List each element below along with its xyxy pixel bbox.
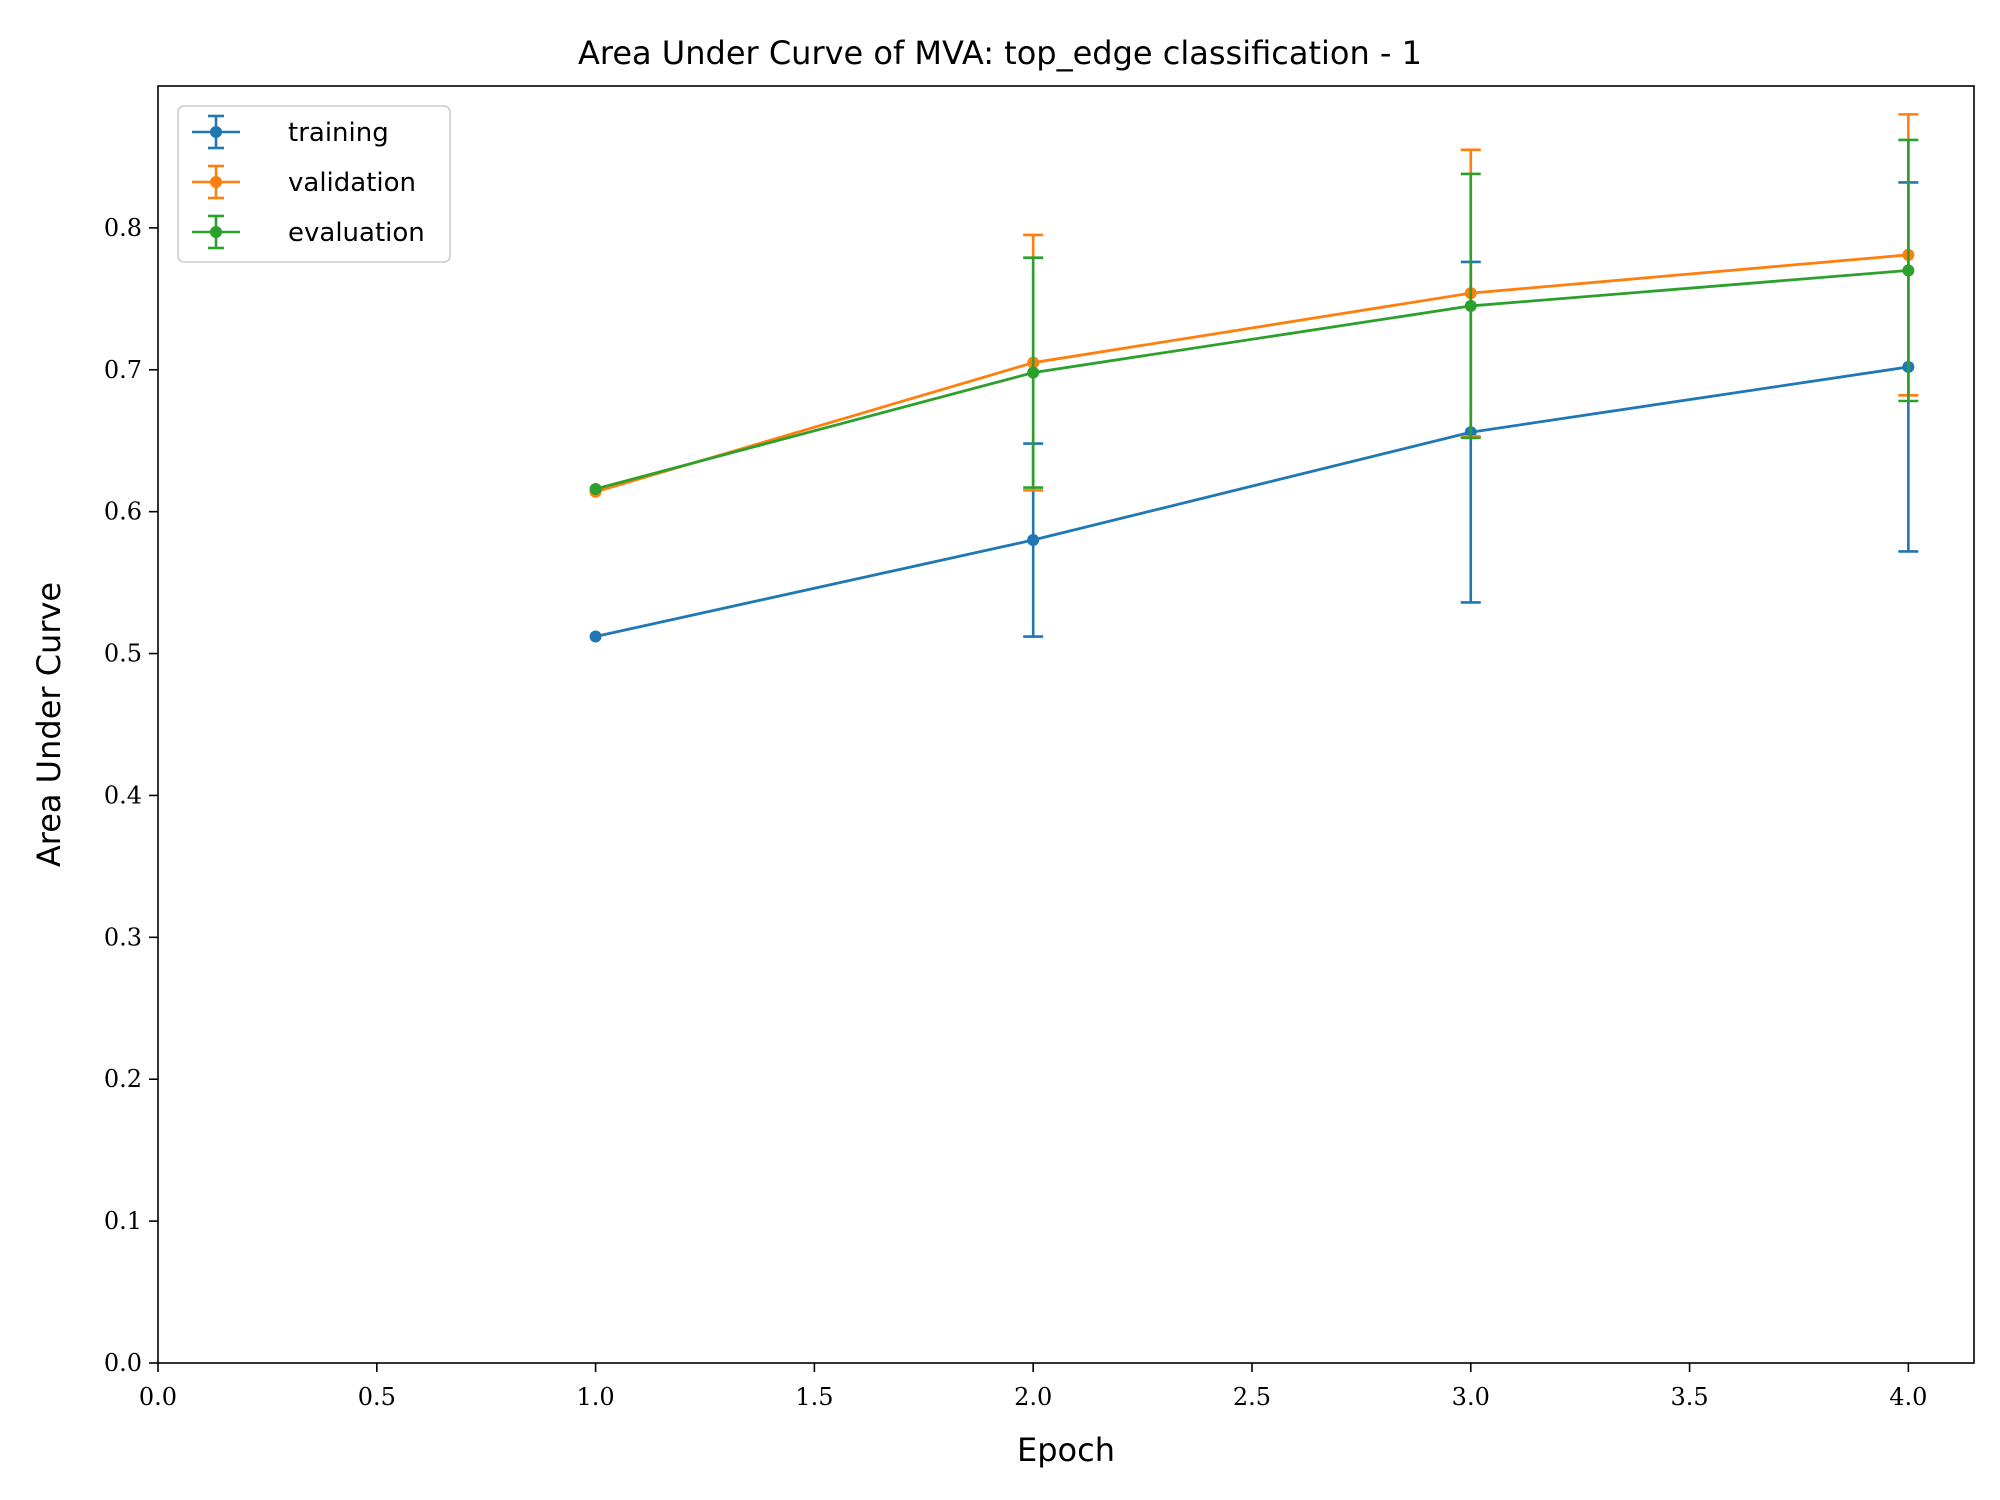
y-axis: 0.0 0.1 0.2 0.3 0.4 0.5 0.6 0.7 0.8	[104, 214, 158, 1377]
y-tick-label-8: 0.8	[104, 214, 142, 242]
legend-marker	[210, 226, 222, 238]
x-tick-label-0: 0.0	[139, 1383, 177, 1411]
x-tick-label-7: 3.5	[1670, 1383, 1708, 1411]
y-tick-label-2: 0.2	[104, 1065, 142, 1093]
x-tick-label-1: 0.5	[358, 1383, 396, 1411]
series-line-validation	[595, 253, 1909, 494]
y-tick-label-6: 0.6	[104, 498, 142, 526]
data-point	[589, 482, 602, 495]
legend-label: validation	[288, 168, 416, 198]
series-line-training	[595, 365, 1909, 638]
legend-entry-validation: validation	[192, 164, 416, 200]
series-validation	[589, 113, 1919, 498]
y-tick-label-4: 0.4	[104, 781, 142, 809]
legend-label: evaluation	[288, 218, 425, 248]
legend-marker	[210, 176, 222, 188]
x-tick-label-6: 3.0	[1452, 1383, 1490, 1411]
plot-frame	[157, 85, 1975, 1364]
data-point	[1027, 366, 1040, 379]
plot-area	[589, 113, 1919, 643]
x-tick-label-4: 2.0	[1014, 1383, 1052, 1411]
data-point	[1464, 299, 1477, 312]
legend-marker	[210, 126, 222, 138]
data-point	[1902, 264, 1915, 277]
y-axis-label: Area Under Curve	[30, 582, 68, 867]
x-tick-label-3: 1.5	[795, 1383, 833, 1411]
legend-label: training	[288, 118, 389, 148]
legend-box	[177, 105, 451, 263]
data-point	[1027, 534, 1040, 547]
legend: training validation evaluation	[177, 105, 451, 263]
legend-entry-training: training	[192, 114, 389, 150]
chart-title: Area Under Curve of MVA: top_edge classi…	[578, 34, 1422, 72]
x-axis: 0.0 0.5 1.0 1.5 2.0 2.5 3.0 3.5 4.0	[139, 1363, 1927, 1411]
x-tick-label-8: 4.0	[1889, 1383, 1927, 1411]
y-tick-label-1: 0.1	[104, 1207, 142, 1235]
data-point	[589, 630, 602, 643]
y-tick-label-3: 0.3	[104, 923, 142, 951]
series-evaluation	[589, 138, 1919, 495]
legend-entry-evaluation: evaluation	[192, 214, 425, 250]
y-tick-label-0: 0.0	[104, 1349, 142, 1377]
series-line-evaluation	[595, 269, 1909, 491]
x-tick-label-2: 1.0	[577, 1383, 615, 1411]
x-tick-label-5: 2.5	[1233, 1383, 1271, 1411]
series-training	[589, 181, 1919, 643]
y-tick-label-7: 0.7	[104, 356, 142, 384]
y-tick-label-5: 0.5	[104, 640, 142, 668]
x-axis-label: Epoch	[1017, 1431, 1115, 1469]
